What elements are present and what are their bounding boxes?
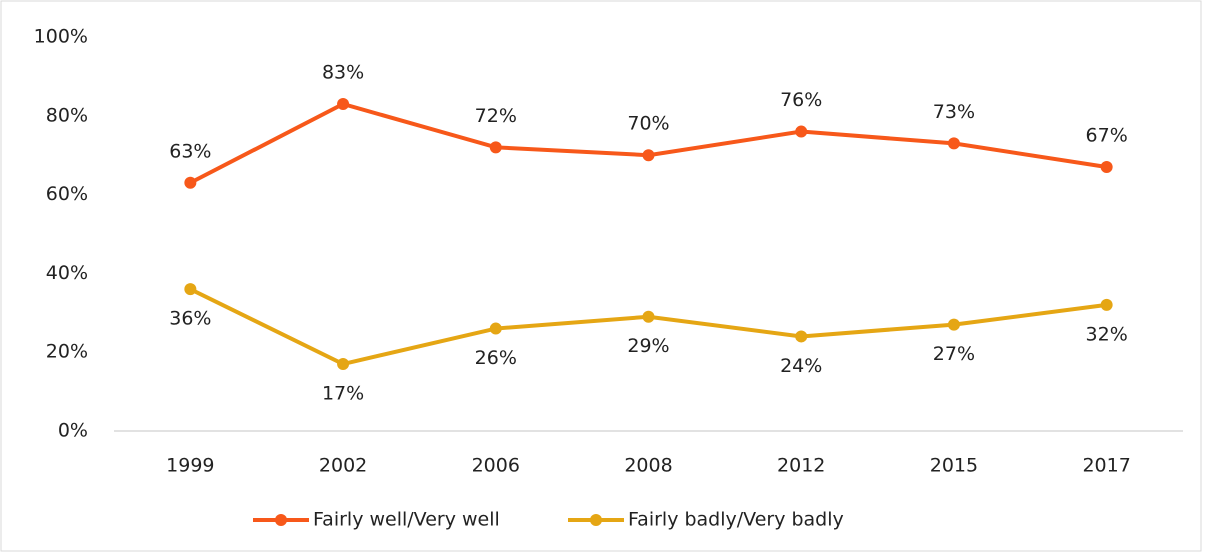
data-label: 63% bbox=[169, 140, 211, 162]
legend-marker bbox=[590, 514, 602, 526]
data-point bbox=[947, 318, 960, 331]
data-label: 36% bbox=[169, 308, 211, 330]
data-label: 26% bbox=[475, 347, 517, 369]
y-tick-label: 40% bbox=[46, 262, 88, 284]
data-point bbox=[795, 125, 808, 138]
legend-marker bbox=[275, 514, 287, 526]
data-point bbox=[337, 97, 350, 110]
data-point bbox=[337, 358, 350, 371]
data-point bbox=[947, 137, 960, 150]
data-point bbox=[184, 176, 197, 189]
data-label: 83% bbox=[322, 61, 364, 83]
x-tick-label: 2002 bbox=[319, 455, 367, 477]
data-point bbox=[642, 310, 655, 323]
data-label: 27% bbox=[933, 343, 975, 365]
data-label: 24% bbox=[780, 355, 822, 377]
x-tick-label: 2008 bbox=[624, 455, 672, 477]
data-label: 17% bbox=[322, 383, 364, 405]
y-tick-label: 80% bbox=[46, 104, 88, 126]
y-tick-label: 100% bbox=[34, 26, 88, 48]
x-tick-label: 2012 bbox=[777, 455, 825, 477]
data-point bbox=[1100, 161, 1113, 174]
data-label: 32% bbox=[1086, 323, 1128, 345]
data-label: 72% bbox=[475, 105, 517, 127]
x-tick-label: 2015 bbox=[930, 455, 978, 477]
x-tick-label: 2006 bbox=[472, 455, 520, 477]
data-point bbox=[184, 283, 197, 296]
y-tick-label: 20% bbox=[46, 341, 88, 363]
data-label: 70% bbox=[627, 113, 669, 135]
data-point bbox=[1100, 298, 1113, 311]
data-point bbox=[795, 330, 808, 343]
data-point bbox=[489, 141, 502, 154]
data-label: 76% bbox=[780, 89, 822, 111]
data-point bbox=[489, 322, 502, 335]
y-tick-label: 60% bbox=[46, 183, 88, 205]
data-label: 73% bbox=[933, 101, 975, 123]
legend-label: Fairly well/Very well bbox=[313, 509, 500, 531]
data-label: 29% bbox=[627, 335, 669, 357]
data-label: 67% bbox=[1086, 125, 1128, 147]
y-tick-label: 0% bbox=[58, 420, 88, 442]
legend-label: Fairly badly/Very badly bbox=[628, 509, 844, 531]
x-tick-label: 2017 bbox=[1082, 455, 1130, 477]
data-point bbox=[642, 149, 655, 162]
x-tick-label: 1999 bbox=[166, 455, 214, 477]
